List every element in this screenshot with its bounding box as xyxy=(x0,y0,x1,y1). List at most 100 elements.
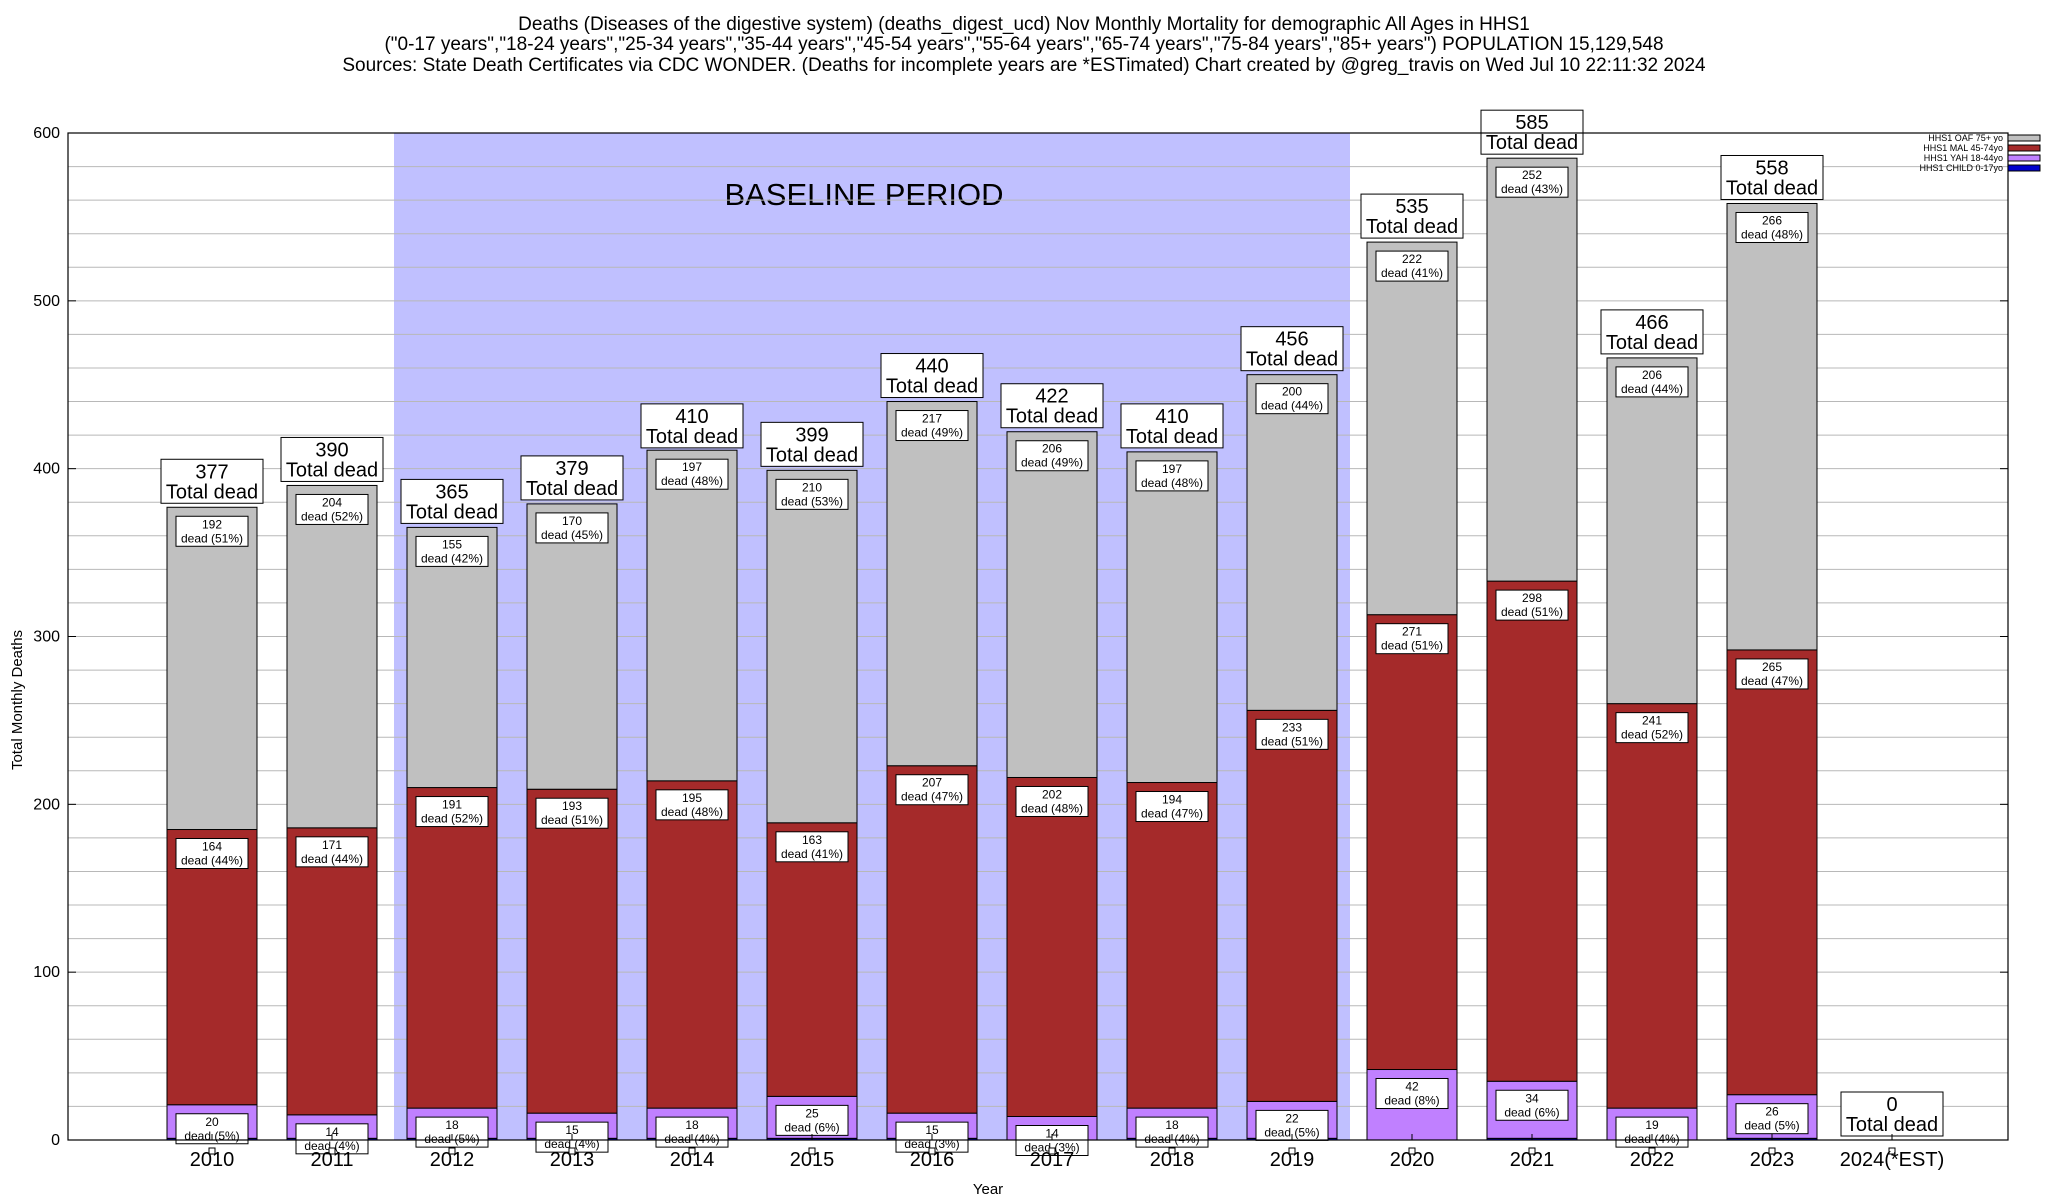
segment-label: 206 xyxy=(1642,368,1662,382)
segment-label: 195 xyxy=(682,791,702,805)
segment-label: dead (48%) xyxy=(1141,476,1203,490)
segment-label: 233 xyxy=(1282,720,1302,734)
bar-segment xyxy=(1726,649,1818,1096)
segment-label: dead (6%) xyxy=(784,1120,839,1134)
segment-label-box xyxy=(1495,589,1569,621)
segment-label: 271 xyxy=(1402,625,1422,639)
total-caption: Total dead xyxy=(1126,426,1218,448)
chart-title: Deaths (Diseases of the digestive system… xyxy=(342,14,1706,76)
segment-label: dead (41%) xyxy=(1381,266,1443,280)
bar-segment xyxy=(166,829,258,1106)
y-tick-label: 500 xyxy=(33,293,60,310)
segment-label: 217 xyxy=(922,412,942,426)
segment-label: 18 xyxy=(1165,1118,1179,1132)
legend-swatch xyxy=(2007,154,2041,162)
bar-segment xyxy=(1246,709,1338,1102)
segment-label: 298 xyxy=(1522,591,1542,605)
total-label-box xyxy=(400,478,504,524)
segment-label: dead (51%) xyxy=(1501,605,1563,619)
total-label-box xyxy=(1720,154,1824,200)
segment-label: 202 xyxy=(1042,787,1062,801)
x-tick-label: 2014 xyxy=(670,1149,715,1171)
total-caption: Total dead xyxy=(1606,332,1698,354)
total-caption: Total dead xyxy=(1726,177,1818,199)
segment-label: dead (4%) xyxy=(544,1137,599,1151)
segment-label: dead (52%) xyxy=(301,509,363,523)
legend-swatch xyxy=(2007,164,2041,172)
segment-label: 34 xyxy=(1525,1091,1539,1105)
segment-label: 266 xyxy=(1762,213,1782,227)
total-caption: Total dead xyxy=(1366,216,1458,238)
segment-label: dead (51%) xyxy=(1381,639,1443,653)
total-label-box xyxy=(1120,403,1224,449)
total-value: 466 xyxy=(1635,312,1668,334)
segment-label: 14 xyxy=(1045,1127,1059,1141)
segment-label: 170 xyxy=(562,514,582,528)
segment-label: dead (6%) xyxy=(1504,1105,1559,1119)
segment-label-box xyxy=(775,478,849,510)
legend-swatch xyxy=(2007,134,2041,142)
segment-label: dead (44%) xyxy=(301,852,363,866)
segment-label-box xyxy=(1495,166,1569,198)
segment-label-box xyxy=(415,535,489,567)
bar-segment xyxy=(1726,202,1818,651)
segment-label: 197 xyxy=(682,460,702,474)
segment-label: 191 xyxy=(442,798,462,812)
segment-label: 197 xyxy=(1162,462,1182,476)
bar-segment xyxy=(1006,431,1098,778)
bar-segment xyxy=(1486,157,1578,582)
segment-label: dead (51%) xyxy=(541,813,603,827)
segment-label: dead (42%) xyxy=(421,551,483,565)
segment-label-box xyxy=(775,831,849,863)
segment-label-box xyxy=(1615,1116,1689,1148)
bar-marker xyxy=(1648,1147,1656,1155)
bar-marker xyxy=(208,1147,216,1155)
legend-entry-label: HHS1 CHILD 0-17yo xyxy=(1919,163,2003,173)
segment-label: 210 xyxy=(802,480,822,494)
segment-label: 192 xyxy=(202,517,222,531)
bar-marker xyxy=(928,1147,936,1155)
segment-label-box xyxy=(1375,623,1449,655)
segment-label: 15 xyxy=(565,1123,579,1137)
total-value: 365 xyxy=(435,481,468,503)
segment-label: dead (8%) xyxy=(1384,1094,1439,1108)
segment-label-box xyxy=(895,774,969,806)
segment-label-box xyxy=(1015,440,1089,472)
segment-label-box xyxy=(655,789,729,821)
segment-label: 194 xyxy=(1162,793,1182,807)
segment-label: dead (53%) xyxy=(781,494,843,508)
y-tick-label: 100 xyxy=(33,964,60,981)
x-tick-label: 2023 xyxy=(1750,1149,1795,1171)
total-label-box xyxy=(1480,109,1584,155)
segment-label: 207 xyxy=(922,776,942,790)
segment-label: dead (48%) xyxy=(1021,801,1083,815)
segment-label: 155 xyxy=(442,537,462,551)
total-caption: Total dead xyxy=(1486,132,1578,154)
segment-label: dead (48%) xyxy=(661,474,723,488)
bar-segment xyxy=(1606,703,1698,1109)
total-label-box xyxy=(520,455,624,501)
bar-segment xyxy=(1606,357,1698,705)
total-value: 410 xyxy=(1155,406,1188,428)
bar-segment xyxy=(286,484,378,829)
x-axis-label: Year xyxy=(973,1181,1003,1198)
segment-label: 241 xyxy=(1642,714,1662,728)
segment-label-box xyxy=(1135,460,1209,492)
segment-label: 163 xyxy=(802,833,822,847)
bar-marker xyxy=(688,1147,696,1155)
x-tick-label: 2021 xyxy=(1510,1149,1555,1171)
segment-label: dead (5%) xyxy=(1264,1125,1319,1139)
legend-entry-label: HHS1 YAH 18-44yo xyxy=(1924,153,2003,163)
segment-label: 200 xyxy=(1282,385,1302,399)
bar-segment xyxy=(766,469,858,824)
bar-segment xyxy=(886,401,978,767)
segment-label: 14 xyxy=(325,1125,339,1139)
segment-label-box xyxy=(535,512,609,544)
segment-label: dead (5%) xyxy=(1744,1119,1799,1133)
